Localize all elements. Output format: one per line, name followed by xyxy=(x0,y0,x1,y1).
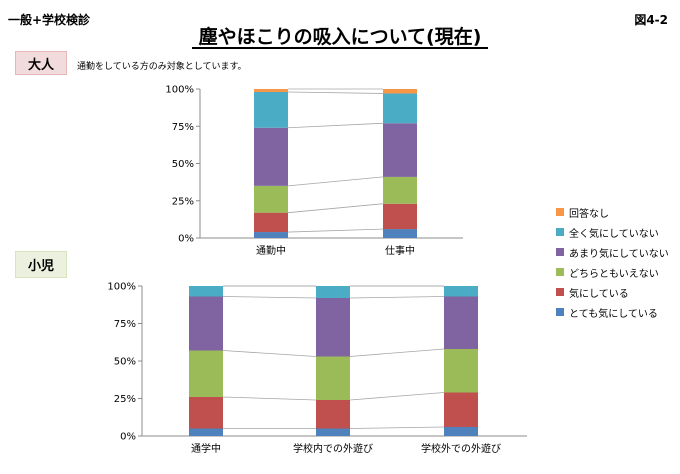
bar-segment xyxy=(316,298,350,357)
bar-segment xyxy=(383,176,417,204)
legend-item-concerned: 気にしている xyxy=(556,282,669,302)
bar-segment xyxy=(189,428,223,436)
figure-number: 図4-2 xyxy=(634,13,668,27)
header-left-label: 一般+学校検診 xyxy=(8,13,91,27)
legend-label: とても気にしている xyxy=(569,308,658,320)
y-tick-label: 100% xyxy=(165,85,194,96)
bar-segment xyxy=(189,397,223,429)
bar-segment xyxy=(444,286,478,297)
legend-label: 全く気にしていない xyxy=(569,228,659,240)
bar-segment xyxy=(444,349,478,393)
y-tick-label: 25% xyxy=(114,394,136,405)
x-tick-label: 学校内での外遊び xyxy=(293,442,373,455)
legend-item-not-much: あまり気にしていない xyxy=(556,242,669,262)
title-underline xyxy=(192,47,488,49)
bar-segment xyxy=(444,392,478,427)
y-tick-label: 50% xyxy=(172,159,194,170)
adult-section-note: 通勤をしている方のみ対象としています。 xyxy=(77,62,247,72)
legend-label: 気にしている xyxy=(569,288,629,300)
bar-segment xyxy=(444,296,478,349)
chart-legend: 回答なし 全く気にしていない あまり気にしていない どちらともいえない 気にして… xyxy=(556,202,669,322)
series-connector-line xyxy=(287,203,384,214)
legend-item-not-at-all: 全く気にしていない xyxy=(556,222,669,242)
bar-segment xyxy=(254,212,288,233)
bar-segment xyxy=(189,350,223,397)
x-tick-label: 通勤中 xyxy=(256,244,286,257)
bar-segment xyxy=(383,93,417,124)
bar-segment xyxy=(254,91,288,128)
bar-segment xyxy=(189,296,223,351)
page-title: 塵やほこりの吸入について(現在) xyxy=(198,26,482,48)
series-connector-line xyxy=(287,91,384,94)
series-connector-line xyxy=(349,296,445,299)
bar-segment xyxy=(316,286,350,298)
legend-swatch-concerned xyxy=(556,288,564,296)
y-tick-label: 75% xyxy=(114,319,136,330)
bar-segment xyxy=(316,400,350,429)
legend-label: どちらともいえない xyxy=(569,268,659,280)
adult-section-tag: 大人 xyxy=(15,51,67,75)
series-connector-line xyxy=(287,122,384,129)
bar-segment xyxy=(383,123,417,177)
y-tick-label: 100% xyxy=(107,282,136,293)
series-connector-line xyxy=(349,426,445,429)
series-connector-line xyxy=(349,348,445,357)
y-tick-label: 0% xyxy=(120,432,136,443)
series-connector-line xyxy=(222,350,317,357)
y-tick-label: 25% xyxy=(172,196,194,207)
bar-segment xyxy=(254,232,288,238)
legend-swatch-not-much xyxy=(556,248,564,256)
legend-item-neutral: どちらともいえない xyxy=(556,262,669,282)
bar-segment xyxy=(383,89,417,94)
legend-swatch-very-concerned xyxy=(556,308,564,316)
y-tick-label: 75% xyxy=(172,122,194,133)
bar-segment xyxy=(254,185,288,213)
bar-segment xyxy=(316,356,350,400)
legend-item-very-concerned: とても気にしている xyxy=(556,302,669,322)
x-tick-label: 学校外での外遊び xyxy=(421,442,501,455)
bar-segment xyxy=(254,89,288,92)
bar-segment xyxy=(444,427,478,436)
y-tick-label: 0% xyxy=(178,234,194,245)
bar-segment xyxy=(383,203,417,230)
child-section-tag: 小児 xyxy=(15,251,67,278)
legend-swatch-not-at-all xyxy=(556,228,564,236)
bar-segment xyxy=(383,229,417,238)
series-connector-line xyxy=(287,228,384,233)
series-connector-line xyxy=(287,176,384,187)
bar-segment xyxy=(254,127,288,186)
legend-swatch-no-answer xyxy=(556,208,564,216)
legend-label: 回答なし xyxy=(569,208,609,220)
x-tick-label: 仕事中 xyxy=(385,244,415,257)
legend-item-no-answer: 回答なし xyxy=(556,202,669,222)
bar-segment xyxy=(316,428,350,436)
series-connector-line xyxy=(222,296,317,299)
x-tick-label: 通学中 xyxy=(191,442,221,455)
y-tick-label: 50% xyxy=(114,357,136,368)
series-connector-line xyxy=(222,396,317,401)
bar-segment xyxy=(189,286,223,297)
legend-swatch-neutral xyxy=(556,268,564,276)
legend-label: あまり気にしていない xyxy=(569,248,669,260)
series-connector-line xyxy=(349,392,445,401)
